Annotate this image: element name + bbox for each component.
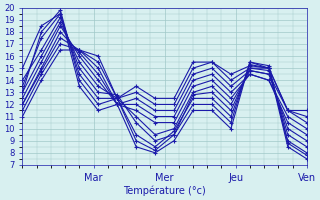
X-axis label: Température (°c): Température (°c) [123,185,206,196]
